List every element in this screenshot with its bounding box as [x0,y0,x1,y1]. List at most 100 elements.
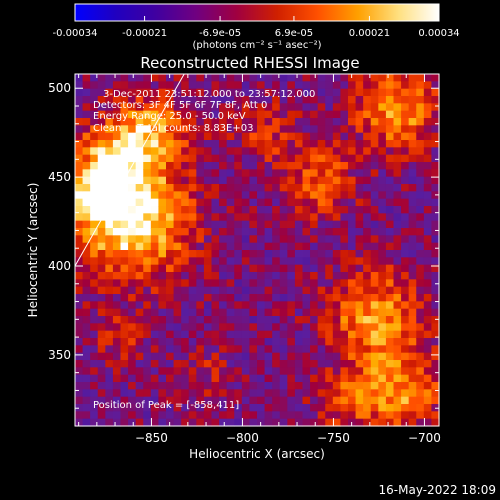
heatmap-cell [287,220,296,229]
heatmap-cell [310,220,319,229]
heatmap-cell [408,125,417,134]
heatmap-cell [272,110,281,119]
heatmap-cell [423,162,433,170]
heatmap-cell [332,316,342,324]
heatmap-cell [378,345,387,354]
heatmap-cell [294,191,304,200]
heatmap-cell [355,176,364,185]
heatmap-cell [325,404,334,412]
heatmap-cell [370,418,379,427]
heatmap-cell [408,360,417,368]
heatmap-cell [363,191,372,200]
heatmap-cell [249,286,258,295]
heatmap-cell [302,242,311,251]
heatmap-cell [90,330,99,339]
heatmap-cell [90,198,99,207]
heatmap-cell [241,264,251,273]
heatmap-cell [105,323,114,332]
heatmap-cell [75,103,84,112]
heatmap-cell [234,103,243,112]
heatmap-cell [264,88,273,97]
heatmap-cell [279,125,288,134]
heatmap-cell [82,169,91,178]
heatmap-cell [75,147,84,156]
heatmap-cell [112,118,122,126]
heatmap-cell [378,110,387,119]
heatmap-cell [423,382,433,390]
heatmap-cell [272,125,281,134]
heatmap-cell [264,367,273,376]
heatmap-cell [97,250,106,258]
heatmap-cell [241,140,251,148]
heatmap-cell [287,132,296,141]
heatmap-cell [393,301,402,310]
heatmap-cell [181,176,190,185]
heatmap-cell [219,411,228,420]
heatmap-cell [128,330,137,339]
heatmap-cell [378,308,387,317]
heatmap-cell [332,169,342,178]
heatmap-cell [378,176,387,185]
heatmap-cell [363,118,372,126]
heatmap-cell [203,294,213,302]
heatmap-cell [332,389,342,398]
heatmap-cell [181,316,190,324]
heatmap-cell [143,235,152,244]
heatmap-cell [332,81,342,90]
heatmap-cell [75,367,84,376]
heatmap-cell [90,235,99,244]
heatmap-cell [203,140,213,148]
heatmap-cell [302,118,311,126]
heatmap-cell [211,132,220,141]
heatmap-cell [249,235,258,244]
heatmap-cell [120,352,129,361]
heatmap-cell [416,250,425,258]
heatmap-cell [211,404,220,412]
heatmap-cell [408,338,417,346]
heatmap-cell [408,235,417,244]
heatmap-cell [317,360,326,368]
heatmap-cell [128,103,137,112]
heatmap-cell [272,352,281,361]
heatmap-cell [97,74,106,82]
heatmap-cell [401,264,410,273]
heatmap-cell [325,396,334,405]
heatmap-cell [264,162,273,170]
heatmap-cell [355,118,364,126]
heatmap-cell [408,81,417,90]
heatmap-cell [158,176,167,185]
heatmap-cell [385,81,395,90]
heatmap-cell [120,374,129,383]
heatmap-cell [310,418,319,427]
heatmap-cell [348,272,357,280]
heatmap-cell [340,411,349,420]
heatmap-cell [97,367,106,376]
heatmap-cell [355,96,364,104]
heatmap-cell [287,242,296,251]
heatmap-cell [203,396,213,405]
heatmap-cell [188,316,197,324]
heatmap-cell [332,147,342,156]
heatmap-cell [150,132,160,141]
heatmap-cell [143,279,152,288]
heatmap-cell [249,418,258,427]
heatmap-cell [401,198,410,207]
heatmap-cell [408,396,417,405]
heatmap-cell [120,213,129,222]
heatmap-cell [393,103,402,112]
heatmap-cell [75,345,84,354]
heatmap-cell [112,286,122,295]
heatmap-cell [211,147,220,156]
heatmap-cell [249,103,258,112]
heatmap-cell [196,198,205,207]
heatmap-cell [211,330,220,339]
heatmap-cell [310,184,319,192]
heatmap-cell [112,103,122,112]
heatmap-cell [340,132,349,141]
heatmap-cell [90,264,99,273]
heatmap-cell [120,301,129,310]
heatmap-cell [158,198,167,207]
heatmap-cell [90,418,99,427]
heatmap-cell [279,81,288,90]
heatmap-cell [340,213,349,222]
